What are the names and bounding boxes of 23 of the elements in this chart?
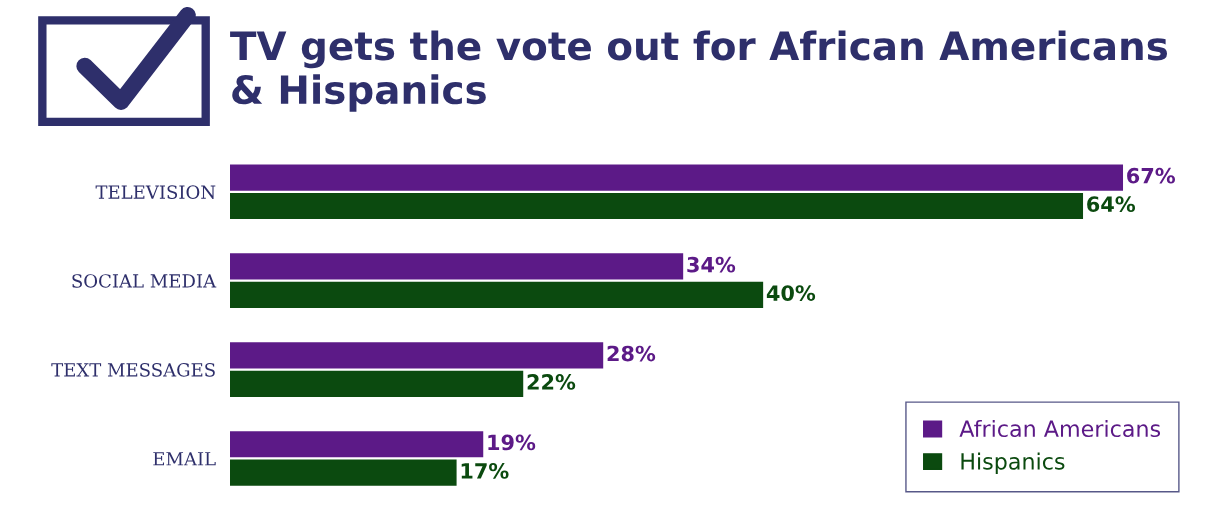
y-tick-label: EMAIL [153,452,216,466]
data-label: 40% [766,285,816,301]
data-label: 17% [461,462,509,479]
bar [230,342,604,369]
bar [230,164,1124,191]
data-label: 34% [687,256,736,273]
legend-label: African Americans [959,419,1161,438]
bar [230,281,764,308]
data-label: 64% [1087,196,1136,213]
legend-label: Hispanics [961,452,1065,475]
bar [230,192,1084,220]
bar [230,431,484,458]
y-tick-label: TELEVISION [95,185,216,199]
data-label: 22% [527,374,576,390]
chart-title: TV gets the vote out for African Americans & Hispanics [230,30,1168,112]
bar [230,253,684,280]
y-tick-label: SOCIAL MEDIA [72,274,217,288]
bar [230,459,457,486]
bar [230,370,524,397]
y-tick-label: TEXT MESSAGES [51,363,215,377]
data-label: 67% [1127,167,1175,184]
data-label: 19% [488,434,536,451]
data-label: 28% [607,345,656,362]
